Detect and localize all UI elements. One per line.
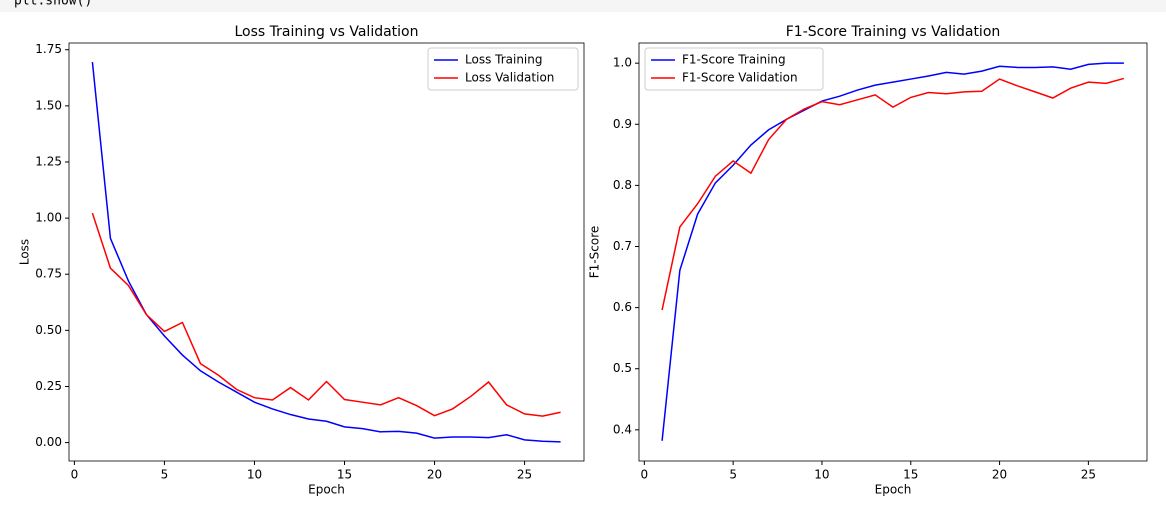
y-tick-label: 0.7 bbox=[613, 239, 632, 253]
legend-box bbox=[427, 47, 579, 91]
y-tick-label: 1.0 bbox=[613, 56, 632, 70]
plot-frame bbox=[638, 42, 1148, 462]
y-tick-label: 0.00 bbox=[35, 435, 62, 449]
y-tick-label: 0.9 bbox=[613, 117, 632, 131]
x-tick-label: 10 bbox=[814, 468, 829, 482]
x-tick-label: 5 bbox=[729, 468, 737, 482]
legend-box bbox=[644, 47, 824, 91]
legend-label: Loss Training bbox=[465, 53, 542, 67]
x-tick-label: 25 bbox=[517, 468, 532, 482]
x-tick-label: 5 bbox=[161, 468, 169, 482]
x-tick-label: 15 bbox=[903, 468, 918, 482]
code-cell bbox=[0, 0, 1166, 12]
y-tick-label: 0.4 bbox=[613, 422, 632, 436]
x-tick-label: 0 bbox=[641, 468, 649, 482]
y-tick-label: 0.6 bbox=[613, 300, 632, 314]
x-tick-label: 25 bbox=[1081, 468, 1096, 482]
plot-frame bbox=[68, 42, 585, 462]
y-tick-label: 0.25 bbox=[35, 379, 62, 393]
y-tick-label: 1.00 bbox=[35, 211, 62, 225]
x-tick-label: 0 bbox=[71, 468, 79, 482]
x-tick-label: 20 bbox=[427, 468, 442, 482]
chart-title: F1-Score Training vs Validation bbox=[786, 24, 1001, 40]
x-tick-label: 10 bbox=[247, 468, 262, 482]
legend-label: F1-Score Validation bbox=[682, 71, 798, 85]
data-line bbox=[91, 212, 561, 417]
y-axis-label: Loss bbox=[18, 239, 32, 265]
y-tick-label: 1.75 bbox=[35, 42, 62, 56]
x-axis-label: Epoch bbox=[308, 483, 345, 497]
y-axis-label: F1-Score bbox=[588, 226, 602, 278]
y-tick-label: 1.25 bbox=[35, 154, 62, 168]
legend-label: Loss Validation bbox=[465, 71, 554, 85]
legend-label: F1-Score Training bbox=[682, 53, 786, 67]
y-tick-label: 0.50 bbox=[35, 323, 62, 337]
x-tick-label: 20 bbox=[992, 468, 1007, 482]
y-tick-label: 0.5 bbox=[613, 361, 632, 375]
y-tick-label: 0.75 bbox=[35, 267, 62, 281]
data-line bbox=[661, 62, 1124, 441]
y-tick-label: 0.8 bbox=[613, 178, 632, 192]
y-tick-label: 1.50 bbox=[35, 98, 62, 112]
data-line bbox=[661, 77, 1125, 311]
data-line bbox=[91, 62, 561, 443]
code-text: plt.show() bbox=[14, 0, 92, 9]
x-tick-label: 15 bbox=[337, 468, 352, 482]
chart-title: Loss Training vs Validation bbox=[234, 24, 418, 40]
x-axis-label: Epoch bbox=[875, 483, 912, 497]
